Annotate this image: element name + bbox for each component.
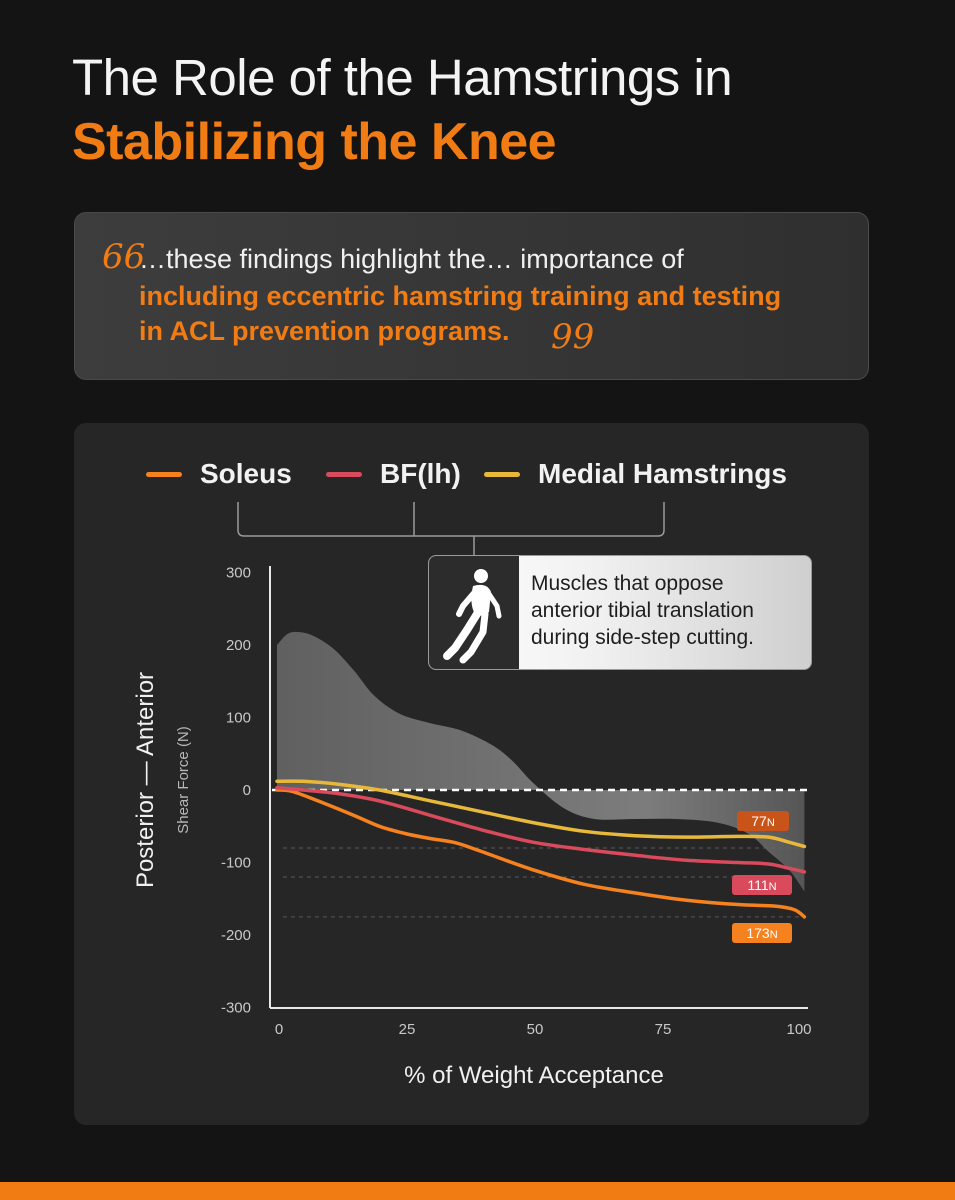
x-tick-label: 50 [527,1021,544,1038]
y-axis-label: Posterior — Anterior [132,672,159,888]
end-value-badge-77: 77N [737,811,789,831]
page-title: The Role of the Hamstrings in [72,49,733,106]
legend-item-soleus: Soleus [146,456,292,492]
series-line-bf-lh [275,786,807,874]
end-value-badge-bg [732,875,792,895]
legend-swatch-soleus [146,471,182,477]
end-value-badge-label: 111N [747,877,776,893]
legend-swatch-medial-hamstrings [484,471,520,477]
y-tick-label: 200 [226,637,251,654]
quote-line-2: including eccentric hamstring training a… [139,281,782,311]
quote-line-3: in ACL prevention programs. [139,316,510,346]
runner-silhouette-icon [443,569,502,664]
end-value-badge-173: 173N [732,923,792,943]
callout-line-1: Muscles that oppose [531,572,724,595]
end-value-badge-bg [732,923,792,943]
y-tick-label: 100 [226,710,251,727]
x-tick-label: 0 [275,1021,283,1038]
legend-swatch-bf-lh [326,471,362,477]
y-tick-label: -200 [221,927,251,944]
end-value-number: 111 [747,877,768,893]
callout-icon-box [429,556,519,669]
quote-open-mark-icon: 66 [102,237,146,277]
legend-label-medial-hamstrings: Medial Hamstrings [538,458,787,489]
page-subtitle: Stabilizing the Knee [72,113,557,171]
series-line-medial-hamstrings [275,779,807,849]
end-value-unit: N [769,881,777,893]
callout-line-3: during side-step cutting. [531,626,754,649]
x-tick-label: 100 [786,1021,811,1038]
end-value-unit: N [770,929,778,941]
x-tick-label: 25 [399,1021,416,1038]
quote-close-mark-icon: 99 [551,317,595,357]
x-axis-label: % of Weight Acceptance [404,1062,664,1089]
callout-box: Muscles that oppose anterior tibial tran… [428,555,812,670]
end-value-badge-label: 173N [746,925,777,941]
quote-card [74,212,869,380]
end-value-badge-bg [737,811,789,831]
legend-label-soleus: Soleus [200,458,292,489]
end-value-unit: N [767,817,775,829]
x-tick-label: 75 [655,1021,672,1038]
legend-item-medial-hamstrings: Medial Hamstrings [484,456,787,492]
end-value-badge-label: 77N [751,813,775,829]
y-tick-label: -300 [221,1000,251,1017]
end-value-badge-111: 111N [732,875,792,895]
callout-line-2: anterior tibial translation [531,599,754,622]
callout-text: Muscles that oppose anterior tibial tran… [531,570,806,651]
quote-line-1: …these findings highlight the… importanc… [139,244,684,274]
end-value-number: 77 [751,813,767,829]
y-tick-label: 300 [226,565,251,582]
total-shear-area [277,631,805,892]
legend-label-bf-lh: BF(lh) [380,458,461,489]
series-line-soleus [275,788,807,919]
y-tick-label: 0 [243,782,251,799]
legend-bracket-line [237,502,665,555]
bottom-accent-bar [0,1182,955,1200]
legend-item-bf-lh: BF(lh) [326,456,461,492]
end-value-number: 173 [746,925,770,941]
y-axis-sublabel: Shear Force (N) [175,726,192,834]
y-tick-label: -100 [221,855,251,872]
